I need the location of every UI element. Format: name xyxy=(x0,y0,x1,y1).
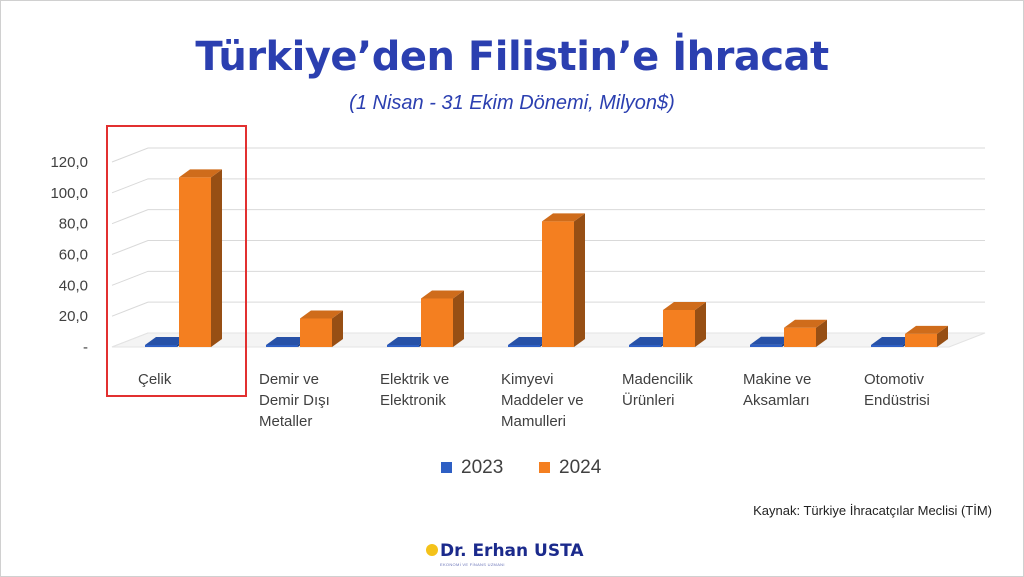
bar-2024-front xyxy=(663,310,695,347)
category-label-line: Metaller xyxy=(259,413,312,430)
bar-2024-side xyxy=(453,290,464,347)
bar-2023-top xyxy=(750,336,793,345)
category-label: Elektrik ve Elektronik xyxy=(380,371,449,409)
category-label: Çelik xyxy=(138,371,172,388)
bar-2024-side xyxy=(332,310,343,347)
bar-2023-top xyxy=(871,337,914,345)
category-label-line: Demir Dışı xyxy=(259,392,330,409)
bar-2023-front xyxy=(871,345,903,347)
category-label: Kimyevi Maddeler ve Mamulleri xyxy=(501,371,584,430)
category-label-line: Elektronik xyxy=(380,392,446,409)
category-label-line: Makine ve xyxy=(743,371,811,388)
logo-tagline: EKONOMİ VE FİNANS UZMANI xyxy=(440,562,505,567)
y-tick-label: 20,0 xyxy=(59,308,88,325)
bar-2024-side xyxy=(695,302,706,347)
bar-2023-front xyxy=(387,345,419,347)
legend-swatch xyxy=(441,462,452,473)
bar-2024 xyxy=(663,302,706,347)
bar-2024 xyxy=(542,213,585,347)
bar-2023-top xyxy=(387,337,430,345)
category-label-line: Ürünleri xyxy=(622,391,675,409)
bar-2024-top xyxy=(784,319,827,328)
source-note: Kaynak: Türkiye İhracatçılar Meclisi (Tİ… xyxy=(753,503,992,518)
gridline xyxy=(111,270,985,286)
bar-2024-side xyxy=(816,319,827,347)
bar-2024-top xyxy=(421,290,464,299)
category-label: Demir ve Demir Dışı Metaller xyxy=(259,371,330,430)
bar-2024-top xyxy=(905,325,948,334)
category-label-line: Endüstrisi xyxy=(864,392,930,409)
category-label-line: Aksamları xyxy=(743,392,810,409)
sun-icon xyxy=(426,544,438,556)
category-label-line: Mamulleri xyxy=(501,413,566,430)
bar-2024-front xyxy=(905,333,937,347)
bar-2024 xyxy=(179,169,222,347)
bar-2024 xyxy=(421,290,464,347)
bar-2024-top xyxy=(542,213,585,222)
bar-2023-front xyxy=(266,345,298,347)
logo-name: Dr. Erhan USTA xyxy=(440,541,584,561)
y-tick-label: 100,0 xyxy=(50,185,88,202)
category-label-line: Otomotiv xyxy=(864,371,925,388)
bar-2023-front xyxy=(629,345,661,347)
category-label: Madencilik Ürünleri xyxy=(622,371,693,409)
category-label: Makine ve Aksamları xyxy=(743,371,811,409)
category-label-line: Maddeler ve xyxy=(501,392,584,409)
y-tick-label: 80,0 xyxy=(59,216,88,233)
bar-2023-top xyxy=(508,337,551,345)
bar-2024-front xyxy=(179,177,211,347)
bar-2023-top xyxy=(145,337,188,345)
category-label-line: Madencilik xyxy=(622,371,693,388)
category-label: Otomotiv Endüstrisi xyxy=(864,371,930,409)
bar-2024-front xyxy=(421,298,453,347)
y-tick-label: 120,0 xyxy=(50,154,88,171)
category-label-line: Çelik xyxy=(138,371,172,388)
highlight-box xyxy=(106,125,247,397)
y-tick-label: 40,0 xyxy=(59,277,88,294)
legend-label: 2023 xyxy=(461,457,503,478)
category-label-line: Demir ve xyxy=(259,371,319,388)
bar-chart: - 20,0 40,0 60,0 80,0 100,0 120,0 Çelik Demir ve… xyxy=(50,125,986,478)
author-logo: Dr. Erhan USTA EKONOMİ VE FİNANS UZMANI xyxy=(426,541,606,571)
bar-2024-side xyxy=(574,213,585,347)
gridline xyxy=(111,209,985,225)
y-tick-label: - xyxy=(83,339,88,356)
bar-2024 xyxy=(905,325,948,347)
bar-2024 xyxy=(784,319,827,347)
legend-label: 2024 xyxy=(559,457,602,478)
bar-2024-front xyxy=(300,318,332,347)
category-label-line: Kimyevi xyxy=(501,371,554,388)
bar-2023-front xyxy=(145,345,177,347)
bar-2023-top xyxy=(629,337,672,345)
bar-2024-side xyxy=(211,169,222,347)
gridline xyxy=(111,240,985,255)
gridline xyxy=(111,147,985,163)
bar-2024-front xyxy=(784,327,816,347)
y-tick-label: 60,0 xyxy=(59,247,88,264)
bar-2024 xyxy=(300,310,343,347)
category-label-line: Elektrik ve xyxy=(380,371,449,388)
chart-subtitle: (1 Nisan - 31 Ekim Dönemi, Milyon$) xyxy=(349,92,675,114)
bar-2024-top xyxy=(179,169,222,178)
bar-2024-top xyxy=(300,310,343,319)
gridline xyxy=(111,178,985,194)
bar-2024-front xyxy=(542,221,574,347)
bar-2024-side xyxy=(937,325,948,347)
chart-title: Türkiye’den Filistin’e İhracat xyxy=(195,34,829,80)
bar-2024-top xyxy=(663,302,706,310)
legend-swatch xyxy=(539,462,550,473)
bar-2023-front xyxy=(750,344,782,347)
bar-2023-top xyxy=(266,337,309,345)
bar-2023-front xyxy=(508,345,540,347)
